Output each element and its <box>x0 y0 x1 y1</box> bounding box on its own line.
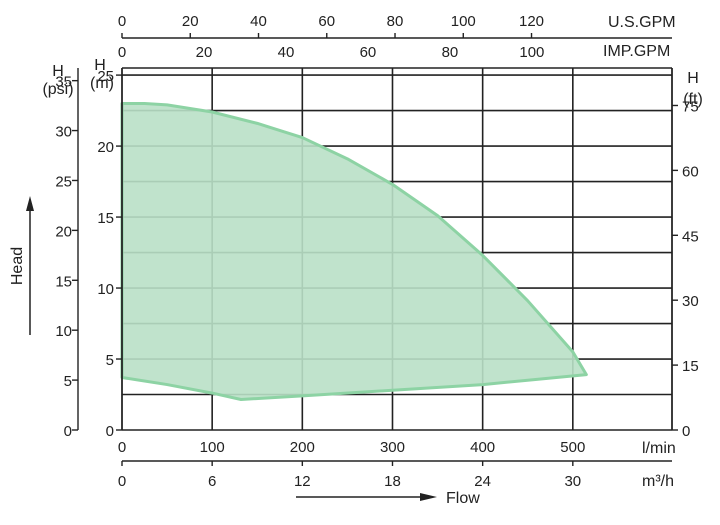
psi-axis-tick-label: 25 <box>55 173 72 190</box>
usgpm-axis-tick-label: 60 <box>318 13 335 30</box>
lmin-tick-label: 200 <box>290 439 315 456</box>
flow-arrow-icon <box>420 493 437 501</box>
m-axis-tick-label: 20 <box>97 139 114 156</box>
usgpm-axis-tick-label: 120 <box>519 13 544 30</box>
ft-axis-tick-label: 0 <box>682 423 690 440</box>
psi-axis-tick-label: 35 <box>55 74 72 91</box>
m3h-axis-tick-label: 24 <box>474 473 491 490</box>
left-m-title-top: H <box>94 57 106 74</box>
m3h-axis-tick-label: 18 <box>384 473 401 490</box>
usgpm-axis-tick-label: 0 <box>118 13 126 30</box>
m3h-axis-tick-label: 12 <box>294 473 311 490</box>
m3h-axis-tick-label: 6 <box>208 473 216 490</box>
bottom-secondary-unit: m³/h <box>642 473 674 490</box>
left-m-title-bottom: (m) <box>90 75 114 92</box>
usgpm-axis-tick-label: 40 <box>250 13 267 30</box>
m3h-axis-tick-label: 0 <box>118 473 126 490</box>
psi-axis-tick-label: 30 <box>55 124 72 141</box>
lmin-tick-label: 500 <box>560 439 585 456</box>
ft-axis-tick-label: 75 <box>682 98 699 115</box>
ft-axis-tick-label: 45 <box>682 228 699 245</box>
lmin-tick-label: 100 <box>200 439 225 456</box>
lmin-tick-label: 400 <box>470 439 495 456</box>
bottom-primary-unit: l/min <box>642 440 676 457</box>
top-secondary-unit: IMP.GPM <box>603 43 670 60</box>
envelope-area <box>120 101 588 401</box>
m-axis-tick-label: 0 <box>106 423 114 440</box>
impgpm-tick-label: 20 <box>196 44 213 61</box>
impgpm-tick-label: 0 <box>118 44 126 61</box>
left-psi-title-bottom: (psi) <box>42 81 73 98</box>
right-ft-title-top: H <box>687 70 699 87</box>
impgpm-tick-label: 60 <box>360 44 377 61</box>
psi-axis-tick-label: 15 <box>55 273 72 290</box>
flow-label: Flow <box>446 490 480 507</box>
ft-axis-tick-label: 30 <box>682 293 699 310</box>
top-primary-unit: U.S.GPM <box>608 14 676 31</box>
impgpm-tick-label: 80 <box>442 44 459 61</box>
performance-area <box>120 101 588 401</box>
usgpm-axis-tick-label: 100 <box>451 13 476 30</box>
left-psi-title-top: H <box>52 63 64 80</box>
ft-axis-tick-label: 15 <box>682 358 699 375</box>
right-ft-title-bottom: (ft) <box>683 91 703 108</box>
m-axis-tick-label: 5 <box>106 352 114 369</box>
psi-axis-tick-label: 5 <box>64 373 72 390</box>
m3h-axis-tick-label: 30 <box>564 473 581 490</box>
psi-axis-tick-label: 20 <box>55 223 72 240</box>
psi-axis-tick-label: 0 <box>64 423 72 440</box>
lmin-tick-label: 300 <box>380 439 405 456</box>
m-axis-tick-label: 15 <box>97 210 114 227</box>
m-axis-tick-label: 25 <box>97 68 114 85</box>
head-arrow-icon <box>26 196 34 211</box>
lmin-tick-label: 0 <box>118 439 126 456</box>
plot-frame <box>72 33 678 466</box>
usgpm-axis-tick-label: 20 <box>182 13 199 30</box>
m-axis-tick-label: 10 <box>97 281 114 298</box>
ft-axis-tick-label: 60 <box>682 163 699 180</box>
psi-axis-tick-label: 10 <box>55 323 72 340</box>
impgpm-tick-label: 40 <box>278 44 295 61</box>
usgpm-axis-tick-label: 80 <box>387 13 404 30</box>
impgpm-tick-label: 100 <box>519 44 544 61</box>
head-label: Head <box>9 247 26 285</box>
